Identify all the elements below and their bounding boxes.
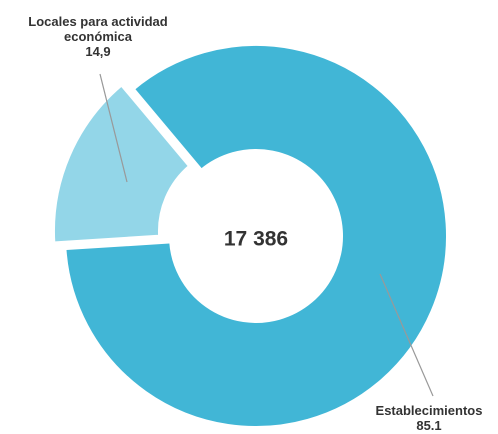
leader-line	[379, 273, 434, 397]
value-label: 14,9	[85, 44, 111, 59]
value-label: 85.1	[416, 418, 442, 433]
donut-slice	[50, 81, 194, 246]
leader-line	[99, 73, 128, 183]
slice-label: Establecimientos 85.1	[360, 403, 498, 433]
donut-slice	[62, 42, 450, 430]
center-label: 17 386	[224, 228, 288, 251]
slice-label: Locales para actividad económica 14,9	[0, 14, 196, 59]
category-label: Locales para actividad económica	[28, 14, 168, 44]
category-label: Establecimientos	[375, 403, 483, 418]
